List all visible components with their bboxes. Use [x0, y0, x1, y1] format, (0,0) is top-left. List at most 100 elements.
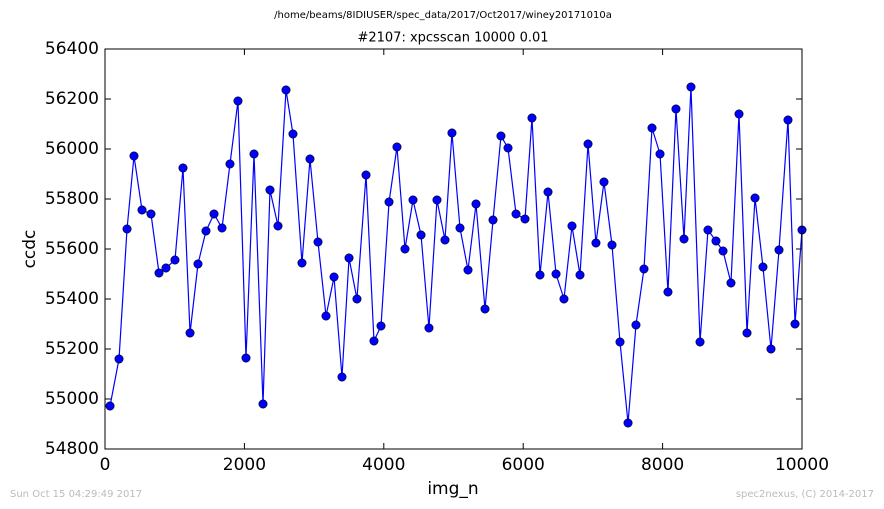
data-point [392, 142, 402, 152]
y-tick-label: 55800 [45, 189, 99, 209]
data-point [774, 245, 784, 255]
data-point [369, 336, 379, 346]
y-tick-label: 55600 [45, 239, 99, 259]
data-point [663, 287, 673, 297]
data-point [432, 195, 442, 205]
data-point [249, 149, 259, 159]
data-point [305, 154, 315, 164]
data-point [273, 221, 283, 231]
data-point [137, 205, 147, 215]
data-point [615, 337, 625, 347]
data-point [703, 225, 713, 235]
data-point [376, 321, 386, 331]
data-point [185, 328, 195, 338]
y-tick-label: 55000 [45, 389, 99, 409]
data-point [520, 214, 530, 224]
y-tick-label: 56200 [45, 89, 99, 109]
y-tick-label: 54800 [45, 439, 99, 459]
data-point [288, 129, 298, 139]
data-point [447, 128, 457, 138]
x-tick-label: 0 [100, 455, 111, 475]
data-point [241, 353, 251, 363]
data-point [503, 143, 513, 153]
data-point [114, 354, 124, 364]
data-point [209, 209, 219, 219]
data-point [695, 337, 705, 347]
data-line [109, 86, 803, 424]
data-point [154, 268, 164, 278]
data-point [496, 131, 506, 141]
data-point [734, 109, 744, 119]
data-point [400, 244, 410, 254]
data-point [711, 236, 721, 246]
data-point [170, 255, 180, 265]
data-point [463, 265, 473, 275]
data-point [329, 272, 339, 282]
data-point [623, 418, 633, 428]
data-point [146, 209, 156, 219]
data-point [647, 123, 657, 133]
data-point [783, 115, 793, 125]
y-tick-label: 55400 [45, 289, 99, 309]
data-point [591, 238, 601, 248]
data-point [480, 304, 490, 314]
data-point [671, 104, 681, 114]
data-point [471, 199, 481, 209]
data-point [639, 264, 649, 274]
data-point [535, 270, 545, 280]
data-point [599, 177, 609, 187]
x-tick-label: 8000 [641, 455, 684, 475]
data-point [790, 319, 800, 329]
footer-right: spec2nexus, (C) 2014-2017 [736, 489, 874, 500]
data-point [321, 311, 331, 321]
data-point [105, 401, 115, 411]
data-point [527, 113, 537, 123]
data-point [440, 235, 450, 245]
y-tick-label: 55200 [45, 339, 99, 359]
data-point [742, 328, 752, 338]
data-point [424, 323, 434, 333]
chart-subtitle: #2107: xpcsscan 10000 0.01 [357, 31, 548, 46]
data-point [352, 294, 362, 304]
data-point [122, 224, 132, 234]
data-point [718, 246, 728, 256]
data-point [583, 139, 593, 149]
data-point [233, 96, 243, 106]
data-point [297, 258, 307, 268]
data-point [726, 278, 736, 288]
data-point [631, 320, 641, 330]
data-point [201, 226, 211, 236]
data-point [686, 82, 696, 92]
data-point [217, 223, 227, 233]
x-tick-label: 4000 [362, 455, 405, 475]
data-point [178, 163, 188, 173]
data-point [455, 223, 465, 233]
data-point [607, 240, 617, 250]
data-point [750, 193, 760, 203]
y-tick-label: 56000 [45, 139, 99, 159]
data-point [416, 230, 426, 240]
data-point [679, 234, 689, 244]
data-point [567, 221, 577, 231]
data-point [551, 269, 561, 279]
data-point [384, 197, 394, 207]
data-point [559, 294, 569, 304]
x-tick-label: 6000 [502, 455, 545, 475]
data-point [511, 209, 521, 219]
data-point [655, 149, 665, 159]
x-axis-label: img_n [427, 479, 478, 499]
data-point [225, 159, 235, 169]
data-point [129, 151, 139, 161]
data-point [313, 237, 323, 247]
data-point [265, 185, 275, 195]
x-tick-label: 10000 [775, 455, 829, 475]
chart-title: /home/beams/8IDIUSER/spec_data/2017/Oct2… [274, 10, 612, 21]
x-tick-label: 2000 [223, 455, 266, 475]
data-point [766, 344, 776, 354]
data-point [193, 259, 203, 269]
data-point [344, 253, 354, 263]
data-point [281, 85, 291, 95]
